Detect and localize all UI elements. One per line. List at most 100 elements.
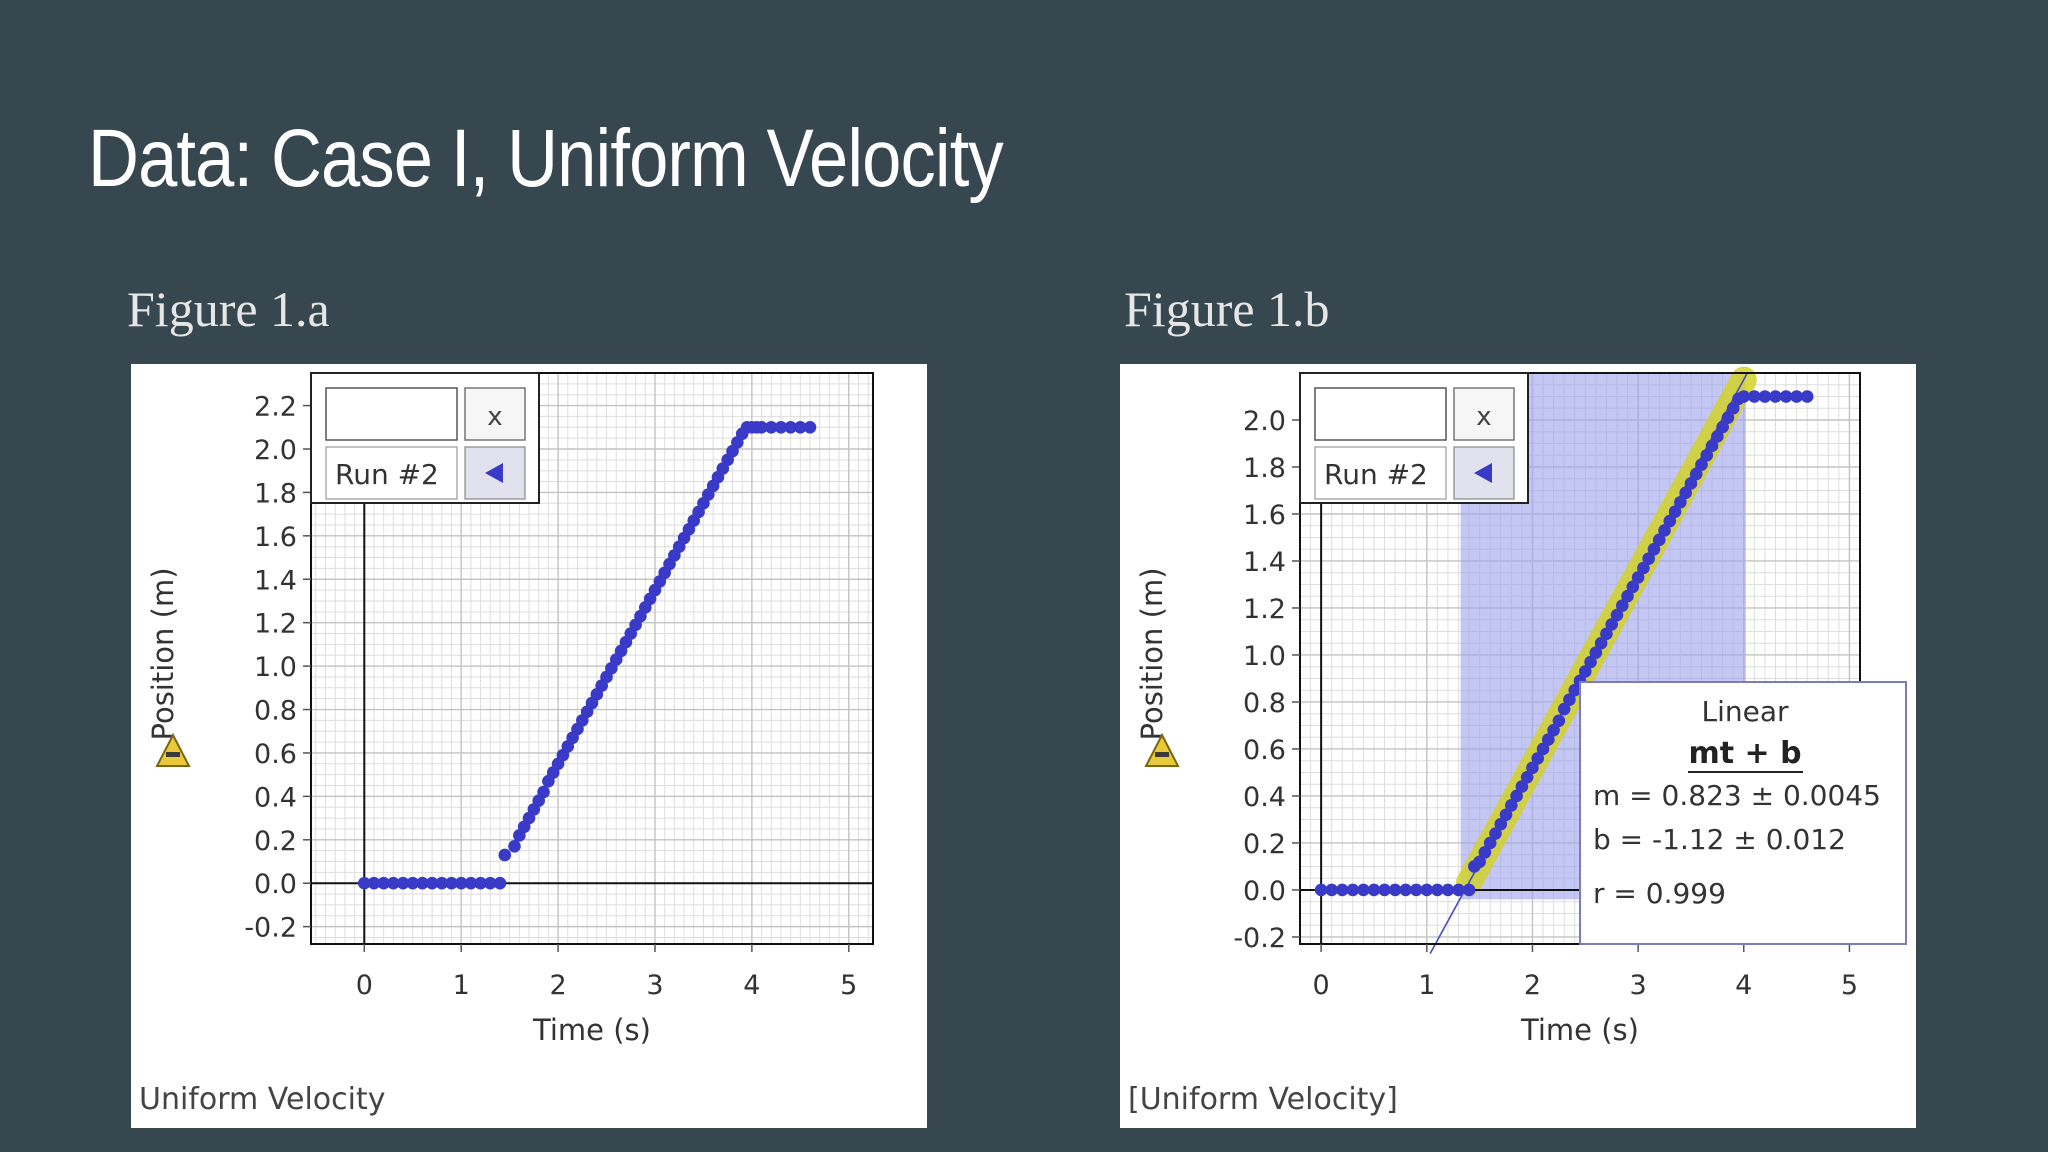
close-icon: x (1476, 402, 1491, 432)
data-point (508, 840, 521, 853)
y-tick-label: 1.8 (254, 478, 297, 509)
y-tick-label: 0.8 (1243, 688, 1286, 719)
data-point (1547, 723, 1560, 737)
data-point (474, 876, 487, 890)
data-point (387, 876, 400, 890)
fit-slope: m = 0.823 ± 0.0045 (1593, 779, 1881, 812)
fit-box-frame (1579, 681, 1907, 945)
data-point (1515, 780, 1529, 793)
y-tick-label: 0.8 (254, 696, 297, 727)
data-point (1663, 514, 1677, 528)
data-point (1431, 883, 1444, 897)
data-point (1779, 390, 1793, 403)
run-name-input[interactable] (325, 387, 458, 441)
data-point (1605, 618, 1618, 631)
x-axis-label: Time (s) (1520, 1013, 1639, 1047)
data-point (498, 848, 512, 862)
run-label-box (325, 446, 458, 500)
data-point (1721, 411, 1735, 424)
y-tick-label: 1.2 (254, 609, 297, 640)
y-tick-label: 0.6 (1243, 735, 1286, 766)
figure-1a-caption: Uniform Velocity (139, 1082, 386, 1117)
data-point (774, 420, 788, 434)
figure-1a-panel: -0.2 0.0 0.2 0.4 0.6 0.8 1.0 1.2 1.4 1.6 1.8 2.0 2.2… (131, 364, 927, 1128)
data-point (425, 876, 439, 890)
y-tick-label: 0.6 (254, 739, 297, 770)
data-point (1325, 883, 1338, 897)
y-axis-label: Position (m) (146, 567, 180, 740)
y-tick-label: 1.8 (1243, 453, 1286, 484)
y-tick-label: 2.2 (254, 392, 297, 423)
data-point (1758, 390, 1772, 403)
data-point (1510, 789, 1523, 803)
y-tick-label: 1.4 (254, 565, 297, 596)
y-tick-label: 1.0 (1243, 641, 1286, 672)
data-point (1335, 883, 1349, 897)
data-point (1452, 883, 1465, 897)
x-axis-label: Time (s) (532, 1013, 651, 1047)
fit-stats-box[interactable]: Linear mt + b m = 0.823 ± 0.0045 b = -1.12 … (1579, 681, 1907, 945)
data-point (1695, 458, 1708, 471)
data-point (1441, 883, 1455, 897)
data-point (803, 420, 817, 434)
data-point (1367, 883, 1381, 897)
data-point (1526, 761, 1539, 775)
data-point (1563, 693, 1576, 706)
fit-intercept: b = -1.12 ± 0.012 (1593, 823, 1846, 856)
data-point (1637, 561, 1650, 575)
data-point (1536, 742, 1550, 756)
data-point (1726, 401, 1740, 415)
data-point (1378, 883, 1391, 897)
data-point (1800, 390, 1814, 403)
left-triangle-icon (1474, 463, 1492, 483)
data-point (1346, 883, 1360, 897)
data-point (1420, 883, 1434, 897)
data-point (1790, 390, 1803, 403)
data-point (493, 876, 507, 890)
x-tick-label: 1 (453, 970, 470, 1001)
data-point (1769, 390, 1782, 403)
figure-1b-label: Figure 1.b (1124, 281, 1330, 337)
y-tick-label: 0.2 (1243, 829, 1286, 860)
y-tick-label: 1.6 (254, 522, 297, 553)
warning-triangle-icon[interactable] (1144, 732, 1180, 767)
data-point (1589, 646, 1603, 659)
x-tick-label: 5 (840, 970, 857, 1001)
data-point (1357, 883, 1370, 897)
figure-1a-chart: -0.2 0.0 0.2 0.4 0.6 0.8 1.0 1.2 1.4 1.6 1.8 2.0 2.2… (146, 372, 874, 1047)
data-point (445, 876, 458, 890)
data-point (1505, 799, 1518, 812)
run-legend: x Run #2 (310, 372, 540, 504)
data-point (1568, 683, 1582, 697)
y-tick-label: 0.0 (1243, 876, 1286, 907)
data-point (1388, 883, 1402, 897)
close-button[interactable] (1453, 387, 1515, 441)
x-tick-label: 1 (1418, 970, 1435, 1001)
x-tick-label: 3 (646, 970, 663, 1001)
x-tick-label: 5 (1841, 970, 1858, 1001)
figure-1b-caption: [Uniform Velocity] (1128, 1082, 1398, 1117)
warning-triangle-icon[interactable] (155, 732, 191, 767)
y-tick-label: 0.2 (254, 826, 297, 857)
data-point (1689, 467, 1703, 481)
data-point (794, 420, 807, 434)
data-point (1652, 533, 1666, 547)
data-point (435, 876, 449, 890)
warning-triangle (1144, 732, 1180, 767)
data-point (1631, 571, 1645, 584)
data-point (1737, 390, 1751, 403)
data-point (416, 876, 429, 890)
data-point (1494, 817, 1508, 831)
data-point (1584, 655, 1597, 669)
plot-frame (310, 372, 874, 945)
data-point (1684, 477, 1698, 490)
run-name-input[interactable] (1314, 387, 1447, 441)
data-point (1700, 448, 1714, 462)
data-point (464, 876, 478, 890)
figure-1a-label: Figure 1.a (127, 281, 330, 337)
run-label-box (1314, 446, 1447, 500)
x-tick-label: 2 (1524, 970, 1541, 1001)
data-point (1668, 505, 1682, 518)
x-tick-label: 0 (356, 970, 373, 1001)
close-button[interactable] (464, 387, 526, 441)
